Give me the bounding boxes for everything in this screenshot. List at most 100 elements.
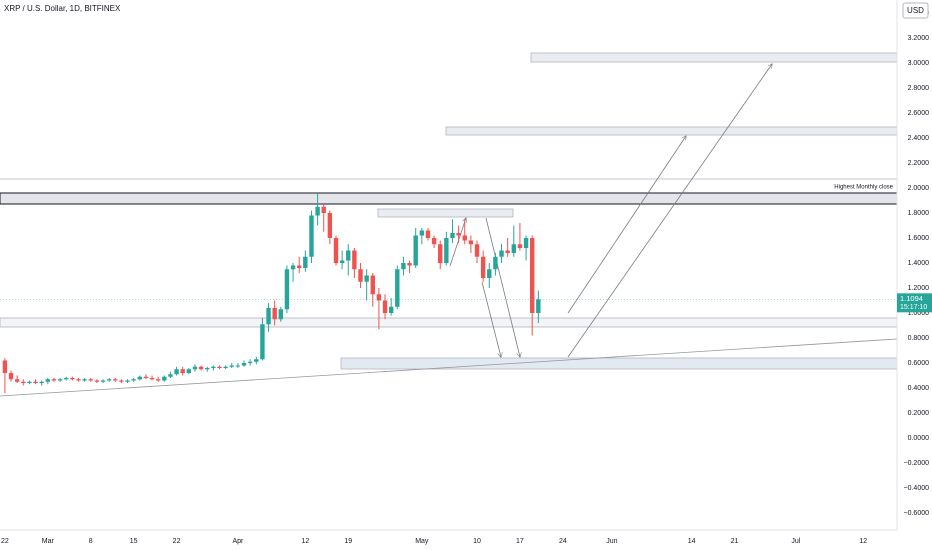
y-tick-label: 1.6000 [908,235,930,242]
candle-body [64,378,69,380]
drawings: Highest Monthly close [0,52,898,397]
zone [377,208,514,218]
candle-body [186,369,192,373]
candle-body [137,376,142,380]
candle-body [278,309,284,320]
candle-body [309,215,314,257]
y-tick-label: 2.6000 [908,110,930,117]
candle-body [155,379,161,381]
candle-body [480,256,486,278]
candle-body [493,256,498,270]
y-tick-label: −0.2000 [904,460,930,467]
candle-body [100,380,106,382]
candle-body [395,269,400,307]
arrow [449,218,466,267]
x-axis: 22 Mar 8 15 22 Apr 12 19 May 10 17 24 Jun 14 21 Jul 12 [1,538,867,545]
candle-body [21,381,26,383]
candle-body [57,379,63,381]
y-tick-label: 0.8000 [908,335,930,342]
x-tick-label: May [415,538,429,545]
candle-body [39,381,44,383]
candle-body [235,365,241,367]
candle-body [499,250,504,257]
candle-body [474,244,480,257]
candle-body [198,366,204,370]
candle-body [162,376,167,381]
y-tick-label: 1.8000 [908,210,930,217]
y-tick-label: 1.4000 [908,260,930,267]
candle-body [149,378,155,380]
y-tick-label: 0.6000 [908,360,930,367]
x-tick-label: 19 [344,538,352,545]
candle-body [106,379,112,381]
target-zone [530,52,898,63]
candle-body [223,366,228,368]
currency: USD [907,6,924,15]
candle-body [266,308,271,325]
y-tick-label: 3.2000 [908,35,930,42]
candle-body [536,299,541,313]
candle-body [70,378,75,380]
candle-body [272,308,277,320]
candle-body [14,379,20,382]
x-tick-label: 10 [473,538,481,545]
candle-body [174,369,179,375]
candle-body [413,235,418,266]
candle-body [382,300,388,313]
arrow [485,217,520,357]
candle-body [438,244,443,263]
candle-body [327,213,333,238]
candle-body [431,238,437,245]
candle-body [505,250,510,253]
y-tick-label: 2.0000 [908,185,930,192]
demand-zone [340,357,898,370]
candle-body [45,379,51,382]
candle-body [217,366,222,368]
candle-body [229,365,234,367]
currency-box [902,2,929,19]
candle-body [205,368,210,370]
x-tick-label: Mar [42,538,55,545]
candle-body [241,363,247,366]
candle-body [113,379,118,381]
candle-body [321,206,326,213]
y-tick-label: −0.6000 [904,510,930,517]
y-tick-label: 0.4000 [908,385,930,392]
candle-body [339,260,345,263]
candle-body [456,233,461,236]
x-tick-label: 12 [301,538,309,545]
price-axis [897,0,932,550]
candle-body [254,359,259,362]
candle-body [247,361,253,363]
x-tick-label: 21 [731,538,739,545]
candle-body [462,235,467,241]
y-tick-label: 2.2000 [908,160,930,167]
candle-body [333,238,339,263]
candle-body [76,379,81,381]
chart-title: XRP / U.S. Dollar, 1D, BITFINEX [4,4,121,13]
candle-body [358,269,363,282]
x-tick-label: Jul [791,538,800,545]
y-tick-label: 1.0000 [908,310,930,317]
candle-body [444,238,449,263]
x-tick-label: 17 [516,538,524,545]
y-tick-label: 0.0000 [908,435,930,442]
target-zone [445,126,898,136]
candle-body [529,238,535,313]
candle-body [33,381,38,383]
arrow [567,64,772,358]
candle-body [517,244,523,248]
price-label-box [897,293,932,313]
candle-body [364,275,369,282]
candle-body [388,306,394,313]
candle-body [88,379,93,381]
candle-body [487,269,492,278]
support-zone [0,317,898,328]
candle-body [290,265,296,270]
candle-body [346,250,351,261]
x-tick-label: 22 [173,538,181,545]
price-label: 1.1094 [900,294,923,303]
candle-body [211,366,216,368]
